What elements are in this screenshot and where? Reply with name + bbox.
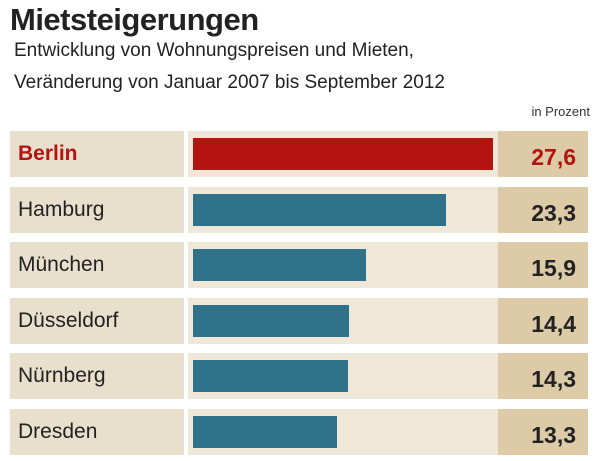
category-label: Nürnberg [10, 353, 184, 399]
bar-track [188, 186, 498, 233]
bar [193, 360, 349, 392]
bar-track [188, 297, 498, 344]
value-label: 27,6 [498, 131, 588, 177]
category-label: Düsseldorf [10, 297, 184, 344]
bar-track [188, 353, 498, 399]
value-label: 15,9 [498, 242, 588, 288]
subtitle-line-2: Veränderung von Januar 2007 bis Septembe… [14, 72, 445, 93]
subtitle-line-1: Entwicklung von Wohnungspreisen und Miet… [14, 40, 414, 61]
chart-row: Nürnberg 14,3 [10, 353, 588, 399]
bar [193, 138, 493, 170]
chart-row: Berlin 27,6 [10, 131, 588, 177]
unit-label: in Prozent [531, 104, 590, 119]
value-label: 13,3 [498, 408, 588, 455]
bar [193, 415, 338, 448]
chart-row: Hamburg 23,3 [10, 186, 588, 233]
value-label: 14,4 [498, 297, 588, 344]
category-label: München [10, 242, 184, 288]
bar-track [188, 408, 498, 455]
bar-track [188, 131, 498, 177]
category-label: Dresden [10, 408, 184, 455]
chart-row: München 15,9 [10, 242, 588, 288]
chart-row: Dresden 13,3 [10, 408, 588, 455]
bar [193, 304, 350, 337]
value-label: 23,3 [498, 186, 588, 233]
chart-row: Düsseldorf 14,4 [10, 297, 588, 344]
category-label: Berlin [10, 131, 184, 177]
bar [193, 249, 366, 281]
bar [193, 193, 446, 226]
chart-title: Mietsteigerungen [10, 2, 259, 37]
value-label: 14,3 [498, 353, 588, 399]
category-label: Hamburg [10, 186, 184, 233]
bar-track [188, 242, 498, 288]
